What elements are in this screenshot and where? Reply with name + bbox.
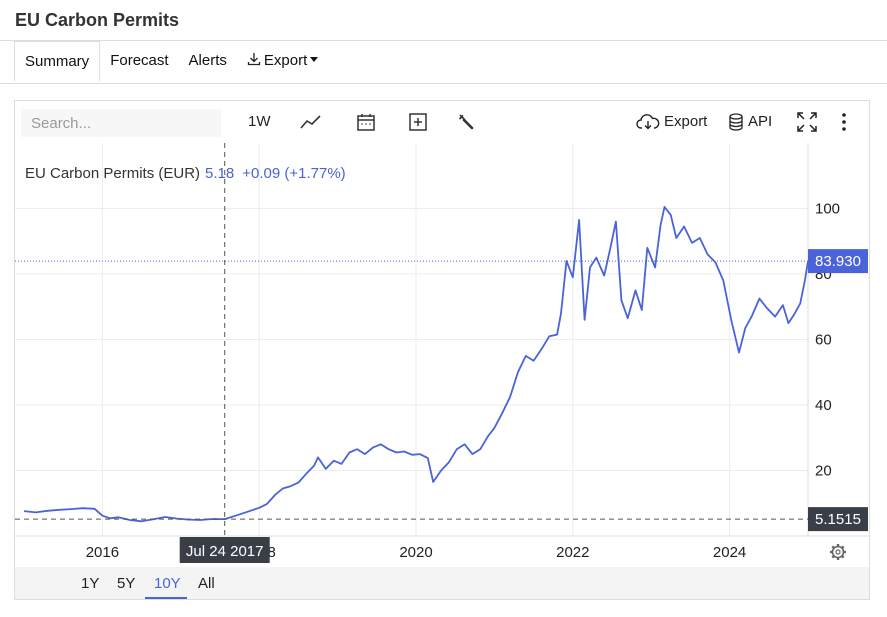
wrench-icon	[458, 114, 474, 130]
chart-widget: 1W Export API 20406080100201620182020202…	[14, 100, 870, 600]
tab-forecast[interactable]: Forecast	[100, 41, 178, 82]
crosshair-price-label: 5.1515	[815, 511, 861, 528]
gear-icon	[830, 544, 846, 560]
chart-toolbar: 1W Export API	[15, 101, 869, 143]
api-button[interactable]: API	[728, 109, 772, 135]
tab-alerts-label: Alerts	[188, 52, 227, 69]
crosshair-date-label: Jul 24 2017	[186, 543, 264, 560]
fullscreen-button[interactable]	[797, 109, 817, 135]
crosshair-date-badge	[179, 537, 270, 563]
fullscreen-icon	[797, 112, 817, 132]
export-chart-label: Export	[664, 113, 708, 130]
tabs-divider	[0, 83, 887, 84]
tab-export[interactable]: Export	[237, 41, 328, 82]
calendar-icon	[357, 114, 375, 131]
crosshair-price-badge	[808, 507, 868, 532]
y-tick-label: 40	[815, 397, 832, 414]
tab-forecast-label: Forecast	[110, 52, 169, 69]
price-chart[interactable]: 204060801002016201820202022202483.9305.1…	[15, 101, 869, 567]
export-chart-button[interactable]: Export	[636, 109, 707, 135]
api-label: API	[748, 113, 773, 130]
x-tick-label: 2016	[86, 544, 119, 561]
tab-summary-label: Summary	[25, 53, 90, 70]
tab-bar: Summary Forecast Alerts Export	[14, 41, 328, 83]
database-icon	[729, 113, 743, 131]
more-options-button[interactable]	[841, 109, 847, 135]
tab-export-label: Export	[263, 52, 308, 69]
legend-value: 5.18	[205, 165, 234, 182]
tab-summary[interactable]: Summary	[14, 41, 101, 82]
range-5y[interactable]: 5Y	[117, 575, 136, 592]
title-divider	[0, 40, 887, 41]
interval-label: 1W	[248, 113, 271, 130]
download-icon	[247, 53, 261, 66]
y-tick-label: 60	[815, 332, 832, 349]
search-input[interactable]	[21, 109, 221, 137]
y-tick-label: 20	[815, 463, 832, 480]
last-price-label: 83.930	[815, 253, 861, 270]
chart-legend: EU Carbon Permits (EUR) 5.18 +0.09 (+1.77%…	[25, 165, 346, 182]
gear-hole	[835, 549, 841, 555]
settings-tool-button[interactable]	[456, 109, 476, 135]
chart-type-button[interactable]	[300, 109, 322, 135]
tab-alerts[interactable]: Alerts	[179, 41, 237, 82]
legend-series-name: EU Carbon Permits (EUR)	[25, 165, 200, 182]
legend-change: +0.09 (+1.77%)	[242, 165, 345, 182]
range-1y[interactable]: 1Y	[81, 575, 100, 592]
caret-down-icon	[310, 57, 319, 62]
date-range-button[interactable]	[356, 109, 376, 135]
add-indicator-button[interactable]	[408, 109, 428, 135]
range-all[interactable]: All	[198, 575, 215, 592]
interval-button[interactable]: 1W	[248, 109, 271, 135]
range-selector: 1Y 5Y 10Y All	[15, 567, 869, 599]
last-price-badge	[808, 249, 868, 274]
x-tick-label: 2020	[399, 544, 432, 561]
x-tick-label: 2022	[556, 544, 589, 561]
x-tick-label: 2024	[713, 544, 746, 561]
more-vertical-icon	[842, 113, 846, 131]
line-chart-icon	[300, 115, 321, 129]
range-10y[interactable]: 10Y	[145, 575, 187, 599]
page-title: EU Carbon Permits	[15, 10, 180, 30]
cloud-download-icon	[636, 114, 660, 130]
add-indicator-icon	[409, 113, 427, 131]
y-tick-label: 100	[815, 201, 840, 218]
